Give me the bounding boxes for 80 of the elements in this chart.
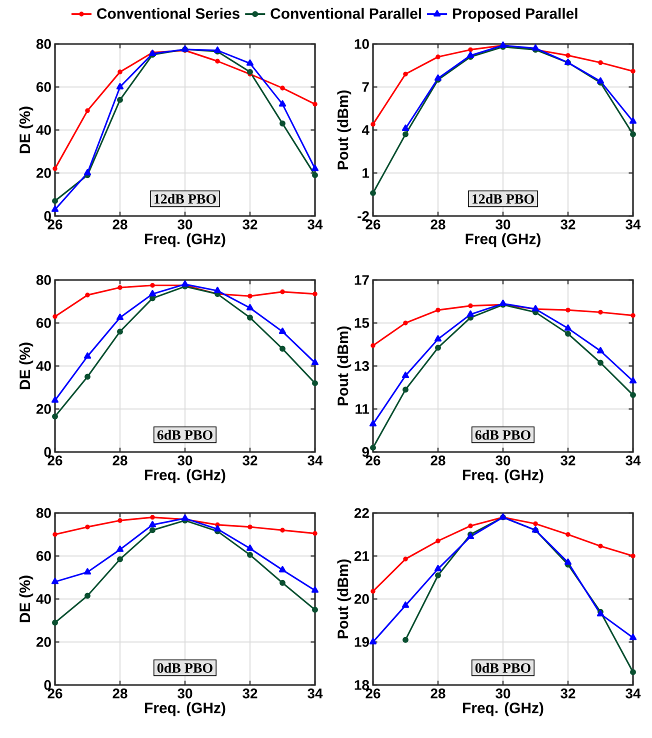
x-tick-label: 34 (308, 688, 323, 698)
x-axis-title: Freq. (GHz) (145, 469, 226, 484)
x-tick-label: 28 (112, 456, 128, 466)
y-tick-label: 20 (354, 594, 369, 604)
legend-label: Conventional Series (97, 8, 240, 19)
y-tick-label: 40 (36, 125, 51, 135)
legend-label: Conventional Parallel (270, 8, 422, 19)
x-tick-label: 26 (48, 688, 62, 698)
x-tick-label: 26 (366, 688, 380, 698)
annotation: 6dB PBO (157, 430, 212, 440)
x-tick-label: 28 (430, 456, 446, 466)
x-axis-title: Freq. (GHz) (145, 702, 226, 716)
y-tick-label: 19 (354, 637, 369, 647)
x-tick-label: 34 (626, 456, 641, 466)
annotation: 0dB PBO (475, 662, 530, 673)
x-tick-label: 28 (112, 220, 128, 230)
x-tick-label: 30 (496, 456, 510, 466)
y-tick-label: 80 (36, 39, 51, 49)
y-tick-label: 20 (36, 404, 51, 414)
x-tick-label: 32 (242, 688, 258, 698)
x-tick-label: 26 (366, 456, 380, 466)
annotation: 6dB PBO (475, 430, 530, 440)
y-tick-label: 60 (36, 551, 51, 561)
y-tick-label: 20 (36, 168, 51, 178)
x-tick-label: 30 (496, 220, 510, 230)
annotation: 12dB PBO (472, 194, 534, 204)
x-axis-title: Freq (GHz) (466, 233, 540, 248)
y-tick-label: 60 (36, 318, 51, 328)
y-tick-label: 15 (354, 318, 370, 328)
y-tick-label: 0 (44, 680, 51, 690)
annotation: 0dB PBO (157, 662, 212, 673)
x-tick-label: 34 (308, 220, 323, 230)
y-tick-label: 80 (36, 275, 51, 285)
y-tick-label: 0 (44, 447, 51, 457)
x-axis-title: Freq. (GHz) (463, 469, 544, 484)
y-tick-label: 21 (354, 551, 370, 561)
x-tick-label: 34 (308, 456, 323, 466)
x-tick-label: 30 (178, 688, 192, 698)
y-tick-label: 0 (44, 211, 51, 221)
x-tick-label: 30 (496, 688, 510, 698)
y-axis-title: Pout (dBm) (337, 559, 352, 638)
x-tick-label: 30 (178, 456, 192, 466)
x-tick-label: 30 (178, 220, 192, 230)
y-tick-label: 17 (354, 275, 369, 285)
x-tick-label: 32 (560, 688, 576, 698)
x-tick-label: 26 (366, 220, 380, 230)
y-tick-label: 9 (362, 447, 369, 457)
y-tick-label: 18 (354, 680, 370, 690)
x-tick-label: 26 (48, 456, 62, 466)
y-tick-label: 13 (354, 361, 369, 371)
x-tick-label: 32 (560, 220, 576, 230)
x-tick-label: 28 (430, 688, 446, 698)
x-axis-title: Freq. (GHz) (145, 233, 226, 248)
x-tick-label: 32 (560, 456, 576, 466)
x-tick-label: 32 (242, 220, 258, 230)
y-tick-label: 22 (354, 508, 369, 518)
y-axis-title: Pout (dBm) (337, 326, 352, 406)
x-tick-label: 28 (430, 220, 446, 230)
y-tick-label: 4 (362, 125, 370, 135)
x-tick-label: 28 (112, 688, 128, 698)
y-axis-title: Pout (dBm) (337, 90, 352, 170)
x-axis-title: Freq. (GHz) (463, 702, 544, 716)
y-axis-title: DE (%) (19, 576, 34, 622)
annotation: 12dB PBO (154, 194, 216, 204)
x-tick-label: 34 (626, 220, 641, 230)
y-tick-label: 40 (36, 361, 51, 371)
y-tick-label: 11 (356, 404, 370, 414)
x-tick-label: 26 (48, 220, 62, 230)
legend-label: Proposed Parallel (453, 8, 578, 22)
y-axis-title: DE (%) (19, 106, 34, 154)
y-tick-label: 1 (362, 168, 370, 178)
y-tick-label: 40 (36, 594, 51, 604)
y-axis-title: DE (%) (19, 342, 34, 390)
y-tick-label: 7 (362, 82, 369, 92)
y-tick-label: 10 (354, 39, 369, 49)
x-tick-label: 32 (242, 456, 258, 466)
y-tick-label: 80 (36, 508, 51, 518)
x-tick-label: 34 (626, 688, 641, 698)
y-tick-label: 60 (36, 82, 51, 92)
y-tick-label: 20 (36, 637, 51, 647)
